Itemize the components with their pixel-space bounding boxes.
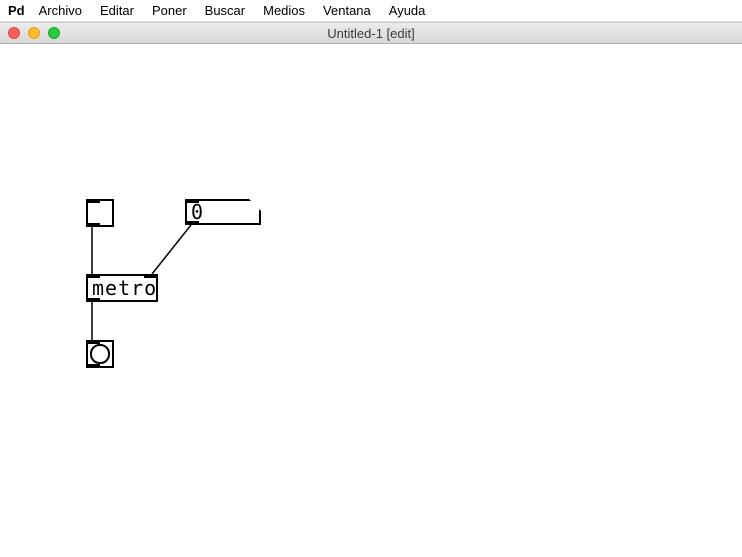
bang-inlet[interactable] <box>88 340 100 344</box>
toggle-inlet[interactable] <box>88 199 100 203</box>
number-box[interactable]: 0 <box>185 199 261 225</box>
toggle-outlet[interactable] <box>88 223 100 227</box>
menu-editar[interactable]: Editar <box>100 3 134 18</box>
toggle-object[interactable] <box>86 199 114 227</box>
traffic-lights <box>8 27 60 39</box>
metro-inlet-0[interactable] <box>88 274 100 278</box>
bang-object[interactable] <box>86 340 114 368</box>
bang-circle-icon <box>90 344 109 363</box>
app-name: Pd <box>8 3 25 18</box>
wire-number-to-metro[interactable] <box>152 225 191 274</box>
menu-buscar[interactable]: Buscar <box>205 3 245 18</box>
patch-canvas[interactable]: 0 metro <box>0 44 742 557</box>
system-menubar: Pd Archivo Editar Poner Buscar Medios Ve… <box>0 0 742 22</box>
menu-ayuda[interactable]: Ayuda <box>389 3 426 18</box>
metro-outlet[interactable] <box>88 298 100 302</box>
number-outlet[interactable] <box>187 221 199 225</box>
metro-object[interactable]: metro <box>86 274 158 302</box>
object-text: metro <box>92 276 157 300</box>
close-icon[interactable] <box>8 27 20 39</box>
window-titlebar[interactable]: Untitled-1 [edit] <box>0 22 742 44</box>
metro-inlet-1[interactable] <box>144 274 156 278</box>
minimize-icon[interactable] <box>28 27 40 39</box>
menu-ventana[interactable]: Ventana <box>323 3 371 18</box>
menu-archivo[interactable]: Archivo <box>39 3 82 18</box>
bang-outlet[interactable] <box>88 364 100 368</box>
window-title: Untitled-1 [edit] <box>0 26 742 41</box>
menu-medios[interactable]: Medios <box>263 3 305 18</box>
zoom-icon[interactable] <box>48 27 60 39</box>
number-inlet[interactable] <box>187 199 199 203</box>
menu-poner[interactable]: Poner <box>152 3 187 18</box>
